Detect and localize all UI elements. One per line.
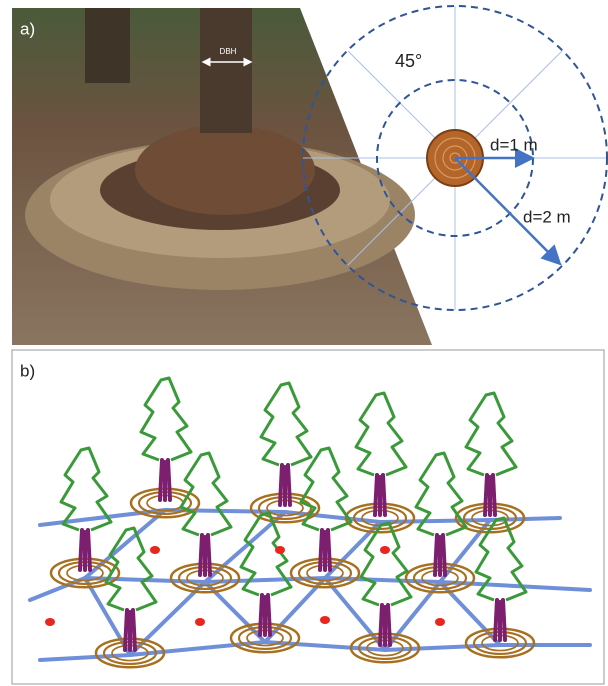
trunk xyxy=(198,533,212,577)
tree xyxy=(129,376,201,519)
trunk xyxy=(483,473,497,517)
gap-dot xyxy=(320,616,330,624)
crown xyxy=(299,446,353,532)
crown xyxy=(139,376,193,462)
tree xyxy=(289,446,361,589)
crown xyxy=(474,516,528,602)
radius-2-label: d=2 m xyxy=(523,207,571,226)
crown xyxy=(259,381,313,467)
crown xyxy=(464,391,518,477)
trunk xyxy=(493,598,507,642)
crown xyxy=(359,521,413,607)
trunk xyxy=(78,528,92,572)
gaps xyxy=(45,546,445,626)
crown xyxy=(179,451,233,537)
trunk xyxy=(158,458,172,502)
crown xyxy=(59,446,113,532)
sampling-diagram xyxy=(302,5,608,311)
crown xyxy=(104,526,158,612)
tree xyxy=(249,381,321,524)
tree xyxy=(229,511,301,654)
trunk xyxy=(258,593,272,637)
trunk xyxy=(278,463,292,507)
panel-label: b) xyxy=(20,361,35,380)
gap-dot xyxy=(195,618,205,626)
tree xyxy=(404,451,476,594)
dbh-label: DBH xyxy=(220,47,237,56)
gap-dot xyxy=(150,546,160,554)
trees xyxy=(49,376,536,669)
photo xyxy=(12,8,432,345)
gap-dot xyxy=(275,546,285,554)
trunk xyxy=(373,473,387,517)
angle-label: 45° xyxy=(395,51,422,71)
gap-dot xyxy=(435,618,445,626)
tree xyxy=(464,516,536,659)
crown xyxy=(414,451,468,537)
tree xyxy=(349,521,421,664)
crown xyxy=(354,391,408,477)
crown xyxy=(239,511,293,597)
trunk xyxy=(318,528,332,572)
tree xyxy=(169,451,241,594)
tree xyxy=(454,391,526,534)
gap-dot xyxy=(380,546,390,554)
trunk xyxy=(378,603,392,647)
trunk xyxy=(123,608,137,652)
trunk xyxy=(433,533,447,577)
gap-dot xyxy=(45,618,55,626)
radius-1-label: d=1 m xyxy=(490,135,538,154)
panel-label: a) xyxy=(20,19,35,38)
tree xyxy=(94,526,166,669)
